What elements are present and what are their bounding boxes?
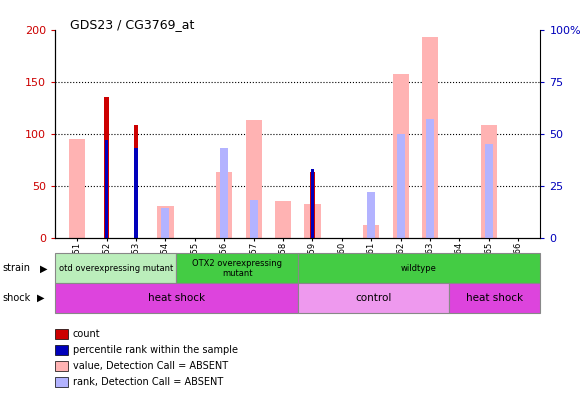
Bar — [397, 133, 405, 238]
Bar — [363, 225, 379, 238]
Bar — [297, 283, 449, 313]
Text: count: count — [73, 329, 101, 339]
Bar — [481, 125, 497, 238]
Text: percentile rank within the sample: percentile rank within the sample — [73, 345, 238, 355]
Bar — [216, 172, 232, 238]
Bar — [177, 253, 297, 283]
Text: shock: shock — [3, 293, 31, 303]
Text: ▶: ▶ — [37, 293, 44, 303]
Bar — [304, 204, 321, 238]
Bar — [275, 201, 291, 238]
Bar — [104, 97, 109, 238]
Bar — [449, 283, 540, 313]
Bar — [55, 253, 177, 283]
Text: value, Detection Call = ABSENT: value, Detection Call = ABSENT — [73, 361, 228, 371]
Text: GDS23 / CG3769_at: GDS23 / CG3769_at — [70, 18, 194, 31]
Bar — [393, 74, 409, 238]
Text: rank, Detection Call = ABSENT: rank, Detection Call = ABSENT — [73, 377, 223, 387]
Bar — [311, 169, 314, 238]
Bar — [250, 200, 258, 238]
Bar — [297, 253, 540, 283]
Bar — [105, 140, 108, 238]
Text: strain: strain — [3, 263, 31, 274]
Bar — [69, 139, 85, 238]
Bar — [162, 208, 170, 238]
Bar — [157, 206, 174, 238]
Bar — [485, 144, 493, 238]
Bar — [310, 172, 315, 238]
Text: wildtype: wildtype — [401, 264, 437, 273]
Bar — [134, 125, 138, 238]
Bar — [220, 148, 228, 238]
Text: otd overexpressing mutant: otd overexpressing mutant — [59, 264, 173, 273]
Bar — [134, 148, 138, 238]
Text: heat shock: heat shock — [148, 293, 205, 303]
Bar — [426, 119, 434, 238]
Bar — [422, 37, 438, 238]
Text: ▶: ▶ — [40, 263, 47, 274]
Bar — [55, 283, 297, 313]
Text: control: control — [356, 293, 392, 303]
Bar — [246, 120, 262, 238]
Bar — [367, 192, 375, 238]
Text: OTX2 overexpressing
mutant: OTX2 overexpressing mutant — [192, 259, 282, 278]
Text: heat shock: heat shock — [467, 293, 523, 303]
